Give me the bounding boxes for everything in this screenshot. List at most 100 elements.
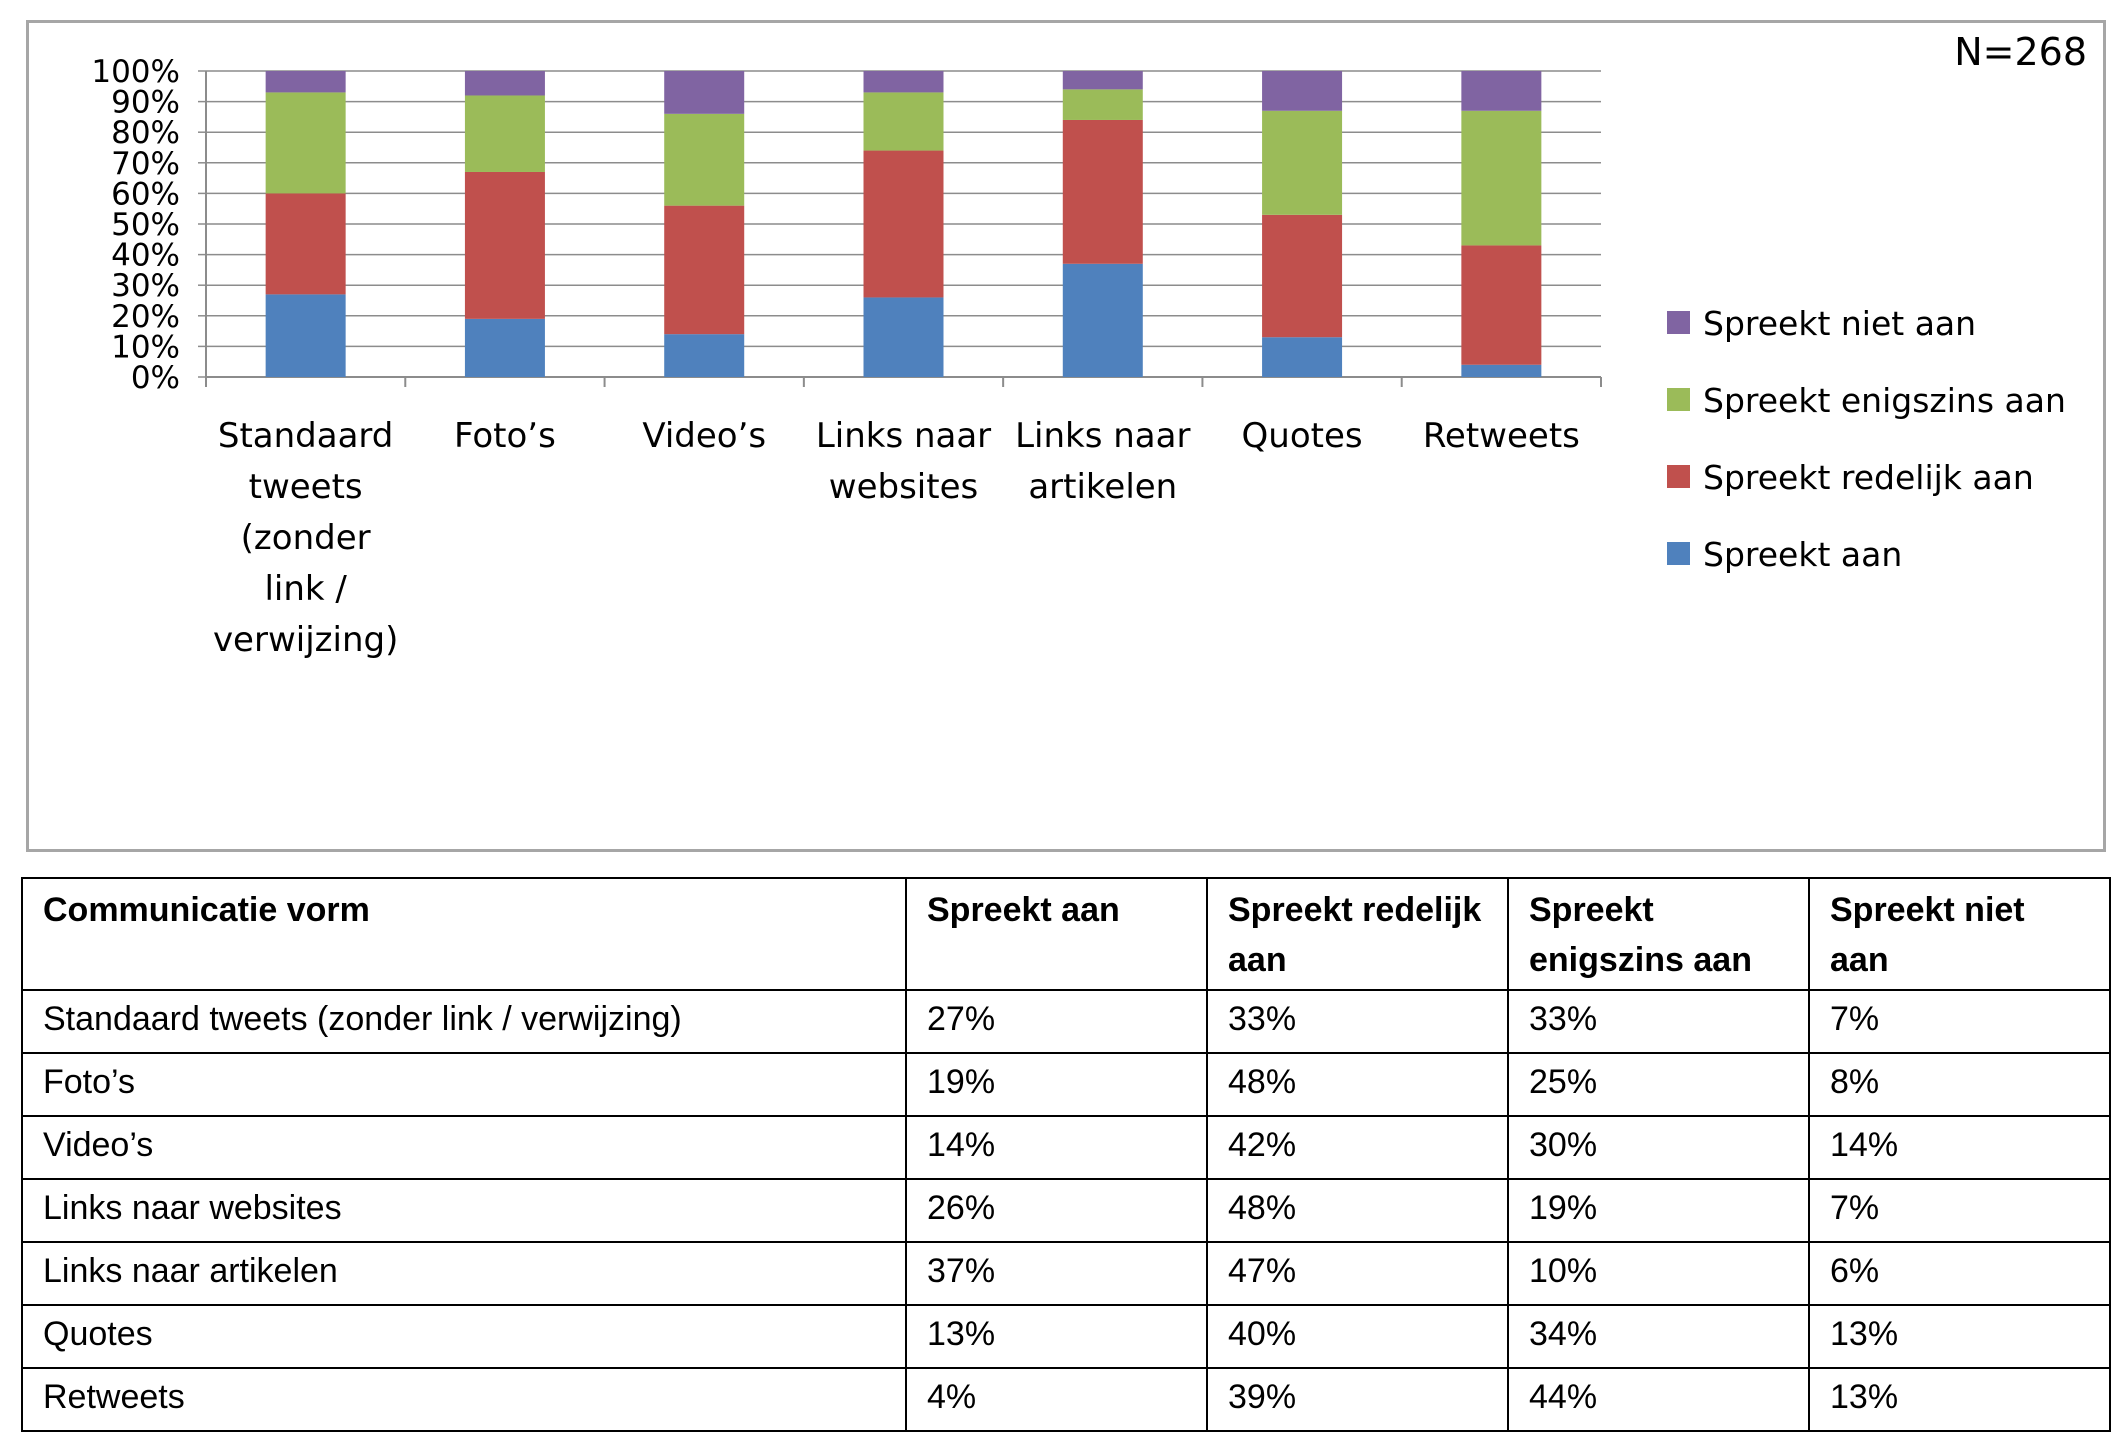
bar-segment-spreekt-enigszins-aan — [863, 92, 944, 151]
legend-label: Spreekt niet aan — [1703, 304, 1976, 343]
table-cell-value: 14% — [1808, 1115, 2111, 1180]
y-tick-label: 80% — [111, 115, 180, 151]
table-row: Foto’s 19% 48% 25% 8% — [21, 1052, 2111, 1117]
data-table: Communicatie vorm Spreekt aan Spreekt re… — [21, 877, 2111, 1432]
table-cell-vorm: Links naar artikelen — [21, 1241, 907, 1306]
table-cell-value: 10% — [1507, 1241, 1810, 1306]
bar-segment-spreekt-aan — [1262, 337, 1343, 377]
legend-swatch-spreekt-redelijk-aan — [1667, 465, 1690, 488]
bar-segment-spreekt-redelijk-aan — [265, 193, 346, 295]
bar-segment-spreekt-aan — [464, 318, 545, 377]
table-row: Links naar artikelen 37% 47% 10% 6% — [21, 1241, 2111, 1306]
y-tick-label: 100% — [91, 54, 180, 90]
bar-segment-spreekt-niet-aan — [664, 71, 745, 114]
table-cell-value: 39% — [1206, 1367, 1509, 1432]
bar-segment-spreekt-redelijk-aan — [1262, 214, 1343, 338]
x-category-label: Standaard — [218, 416, 394, 456]
header-spreekt-enigszins-aan: Spreekt enigszins aan — [1507, 877, 1810, 991]
bar-segment-spreekt-redelijk-aan — [1062, 119, 1143, 264]
y-tick-label: 60% — [111, 176, 180, 212]
bar-segment-spreekt-redelijk-aan — [1461, 245, 1542, 365]
x-category-label: tweets — [249, 467, 363, 507]
x-category-label: Links naar — [816, 416, 991, 456]
y-tick-label: 10% — [111, 329, 180, 365]
bar-segment-spreekt-aan — [863, 297, 944, 377]
x-category-label: Retweets — [1423, 416, 1580, 456]
bar-segment-spreekt-enigszins-aan — [1262, 110, 1343, 215]
table-cell-vorm: Standaard tweets (zonder link / verwijzi… — [21, 989, 907, 1054]
table-row: Links naar websites 26% 48% 19% 7% — [21, 1178, 2111, 1243]
y-tick-label: 90% — [111, 85, 180, 121]
table-cell-value: 48% — [1206, 1178, 1509, 1243]
table-row: Retweets 4% 39% 44% 13% — [21, 1367, 2111, 1432]
y-tick-label: 40% — [111, 238, 180, 274]
table-cell-value: 4% — [905, 1367, 1208, 1432]
bar-segment-spreekt-aan — [1461, 364, 1542, 377]
x-category-label: artikelen — [1028, 467, 1177, 507]
legend-swatch-spreekt-aan — [1667, 542, 1690, 565]
bar-segment-spreekt-niet-aan — [1062, 71, 1143, 90]
table-cell-value: 19% — [1507, 1178, 1810, 1243]
header-spreekt-aan: Spreekt aan — [905, 877, 1208, 991]
table-cell-value: 37% — [905, 1241, 1208, 1306]
legend-label: Spreekt aan — [1703, 535, 1902, 574]
bar-segment-spreekt-redelijk-aan — [863, 150, 944, 298]
table-cell-vorm: Retweets — [21, 1367, 907, 1432]
table-header-row: Communicatie vorm Spreekt aan Spreekt re… — [21, 877, 2111, 991]
table-cell-value: 34% — [1507, 1304, 1810, 1369]
bar-segment-spreekt-aan — [664, 334, 745, 377]
bar-segment-spreekt-enigszins-aan — [1062, 89, 1143, 120]
y-tick-label: 70% — [111, 146, 180, 182]
table-cell-value: 44% — [1507, 1367, 1810, 1432]
table-cell-vorm: Links naar websites — [21, 1178, 907, 1243]
x-category-label: link / — [264, 569, 347, 609]
bar-segment-spreekt-enigszins-aan — [664, 113, 745, 206]
x-category-label: Links naar — [1015, 416, 1190, 456]
bar-segment-spreekt-enigszins-aan — [265, 92, 346, 194]
header-communicatie-vorm: Communicatie vorm — [21, 877, 907, 991]
bar-segment-spreekt-aan — [265, 294, 346, 377]
bar-segment-spreekt-niet-aan — [863, 71, 944, 93]
header-spreekt-niet-aan: Spreekt niet aan — [1808, 877, 2111, 991]
table-cell-value: 33% — [1206, 989, 1509, 1054]
bar-segment-spreekt-redelijk-aan — [664, 205, 745, 335]
header-spreekt-redelijk-aan: Spreekt redelijk aan — [1206, 877, 1509, 991]
sample-size-annotation: N=268 — [1954, 30, 2087, 74]
table-cell-value: 19% — [905, 1052, 1208, 1117]
bar-segment-spreekt-niet-aan — [265, 71, 346, 93]
table-cell-value: 7% — [1808, 1178, 2111, 1243]
x-category-label: Quotes — [1242, 416, 1363, 456]
table-cell-vorm: Foto’s — [21, 1052, 907, 1117]
table-cell-value: 48% — [1206, 1052, 1509, 1117]
table-cell-value: 13% — [905, 1304, 1208, 1369]
bar-segment-spreekt-aan — [1062, 263, 1143, 377]
legend-swatch-spreekt-niet-aan — [1667, 311, 1690, 334]
table-cell-value: 14% — [905, 1115, 1208, 1180]
table-cell-value: 7% — [1808, 989, 2111, 1054]
table-cell-value: 13% — [1808, 1367, 2111, 1432]
legend-label: Spreekt enigszins aan — [1703, 381, 2066, 420]
stacked-bar-chart: 0%10%20%30%40%50%60%70%80%90%100% Standaa… — [91, 30, 2087, 660]
table-cell-value: 13% — [1808, 1304, 2111, 1369]
table-row: Quotes 13% 40% 34% 13% — [21, 1304, 2111, 1369]
table-cell-value: 47% — [1206, 1241, 1509, 1306]
bar-segment-spreekt-niet-aan — [1262, 71, 1343, 111]
x-category-label: verwijzing) — [213, 620, 398, 660]
table-cell-value: 26% — [905, 1178, 1208, 1243]
bar-segment-spreekt-niet-aan — [464, 71, 545, 96]
table-cell-value: 42% — [1206, 1115, 1509, 1180]
y-tick-label: 0% — [131, 360, 180, 396]
bar-segment-spreekt-enigszins-aan — [464, 95, 545, 172]
bar-segment-spreekt-enigszins-aan — [1461, 110, 1542, 246]
table-cell-value: 8% — [1808, 1052, 2111, 1117]
y-tick-label: 20% — [111, 299, 180, 335]
table-cell-value: 33% — [1507, 989, 1810, 1054]
y-tick-label: 50% — [111, 207, 180, 243]
table-body: Standaard tweets (zonder link / verwijzi… — [21, 989, 2111, 1432]
x-category-label: Foto’s — [454, 416, 556, 456]
table-cell-vorm: Video’s — [21, 1115, 907, 1180]
table-cell-value: 25% — [1507, 1052, 1810, 1117]
table-cell-vorm: Quotes — [21, 1304, 907, 1369]
table-row: Standaard tweets (zonder link / verwijzi… — [21, 989, 2111, 1054]
table-cell-value: 6% — [1808, 1241, 2111, 1306]
